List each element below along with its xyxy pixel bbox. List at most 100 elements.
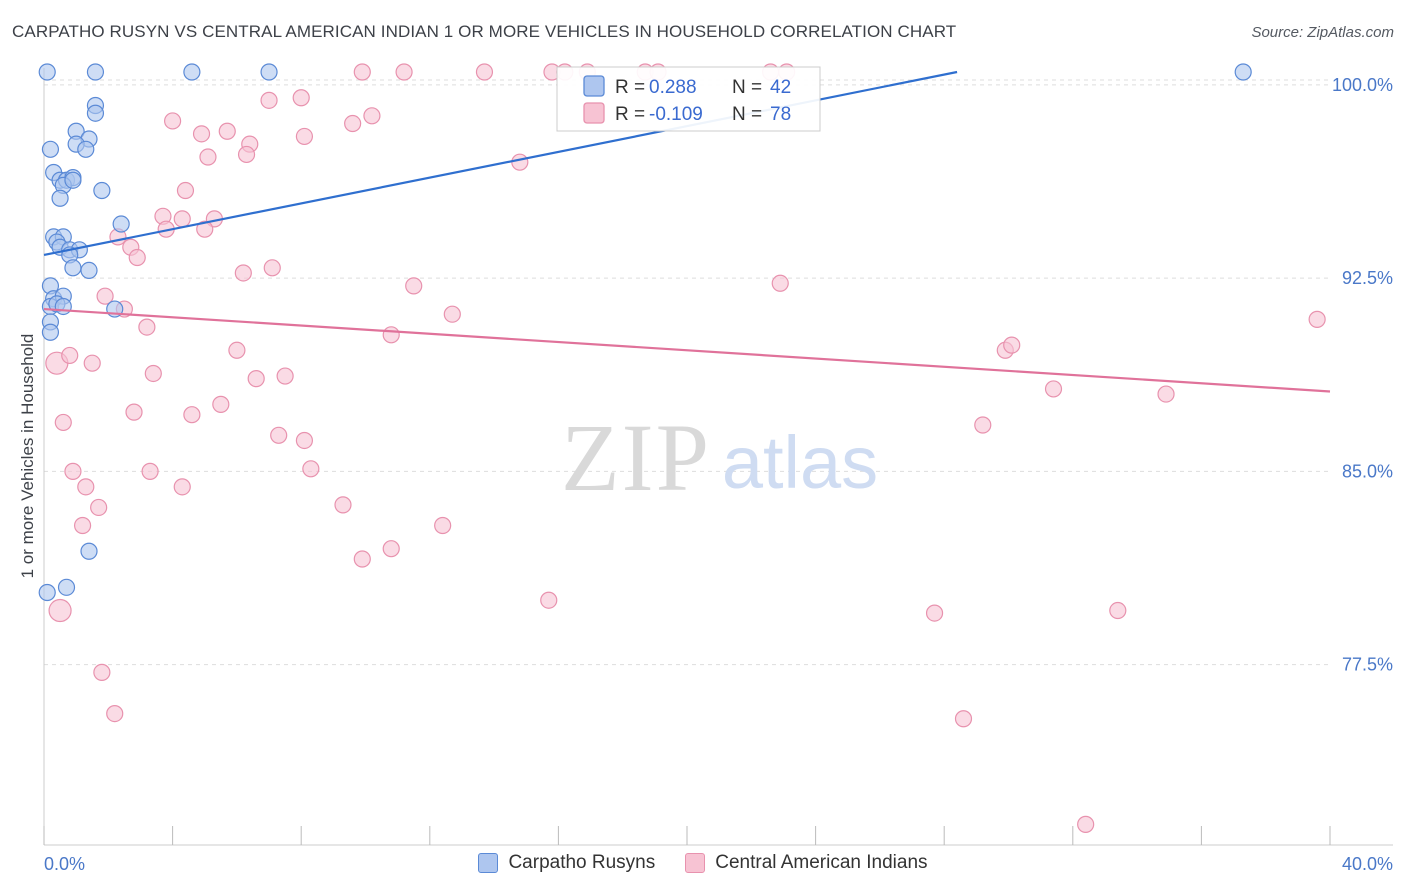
- legend-swatch: [583, 102, 605, 124]
- legend-item-central-american-indians[interactable]: Central American Indians: [685, 852, 928, 874]
- point-central-american-indians: [106, 704, 124, 723]
- point-central-american-indians: [260, 91, 278, 109]
- point-central-american-indians: [138, 318, 156, 336]
- point-central-american-indians: [382, 540, 400, 558]
- point-central-american-indians: [64, 462, 82, 480]
- point-central-american-indians: [1157, 385, 1175, 403]
- point-central-american-indians: [443, 305, 461, 323]
- point-central-american-indians: [771, 274, 789, 292]
- trend-line-central-american-indians: [43, 307, 1331, 393]
- point-carpatho-rusyns: [77, 140, 95, 158]
- point-central-american-indians: [295, 431, 314, 450]
- axis-labels: 100.0% 92.5% 85.0% 77.5% 0.0% 40.0% 1 or more …: [18, 75, 1393, 874]
- point-central-american-indians: [128, 248, 146, 267]
- point-central-american-indians: [334, 496, 352, 514]
- point-carpatho-rusyns: [64, 259, 82, 277]
- bottom-legend: Carpatho Rusyns Central American Indians: [0, 852, 1406, 874]
- point-central-american-indians: [212, 395, 230, 413]
- legend-swatch: [583, 75, 605, 97]
- point-central-american-indians: [234, 264, 252, 282]
- watermark-zip: ZIP: [561, 404, 711, 511]
- point-central-american-indians: [199, 148, 217, 166]
- legend-swatch-pink: [685, 853, 706, 873]
- point-carpatho-rusyns: [51, 189, 69, 207]
- point-carpatho-rusyns: [54, 297, 72, 316]
- point-central-american-indians: [292, 89, 310, 107]
- point-central-american-indians: [434, 516, 452, 535]
- point-central-american-indians: [276, 367, 294, 385]
- point-carpatho-rusyns: [183, 63, 201, 81]
- point-central-american-indians: [1044, 380, 1063, 398]
- point-central-american-indians: [73, 516, 92, 535]
- point-central-american-indians: [395, 63, 413, 81]
- point-central-american-indians: [125, 403, 143, 421]
- legend-n-label: N =: [732, 77, 762, 98]
- legend-n-value: 78: [770, 104, 791, 125]
- point-carpatho-rusyns: [80, 261, 98, 280]
- point-central-american-indians: [1109, 601, 1127, 620]
- y-axis-label: 1 or more Vehicles in Household: [18, 334, 37, 579]
- point-central-american-indians: [1003, 336, 1021, 354]
- point-central-american-indians: [218, 122, 236, 140]
- point-central-american-indians: [511, 153, 529, 171]
- point-central-american-indians: [93, 663, 111, 681]
- source-label: Source: ZipAtlas.com: [1251, 24, 1394, 41]
- point-carpatho-rusyns: [41, 323, 60, 341]
- axes: [43, 68, 1393, 846]
- point-carpatho-rusyns: [38, 63, 56, 81]
- point-central-american-indians: [363, 107, 381, 125]
- point-central-american-indians: [475, 63, 494, 81]
- point-central-american-indians: [141, 462, 159, 480]
- point-central-american-indians: [77, 478, 95, 496]
- point-central-american-indians: [263, 259, 281, 277]
- point-central-american-indians: [176, 181, 195, 200]
- point-central-american-indians: [173, 478, 191, 496]
- point-central-american-indians: [54, 413, 72, 432]
- point-central-american-indians: [48, 598, 72, 623]
- point-carpatho-rusyns: [86, 63, 105, 81]
- point-carpatho-rusyns: [93, 181, 111, 200]
- legend-item-carpatho-rusyns[interactable]: Carpatho Rusyns: [478, 852, 655, 874]
- point-central-american-indians: [405, 277, 423, 295]
- y-tick-label: 92.5%: [1342, 268, 1393, 288]
- legend-label-central-american-indians: Central American Indians: [715, 852, 928, 873]
- legend-r-label: R =: [615, 104, 645, 125]
- point-central-american-indians: [954, 710, 973, 728]
- point-central-american-indians: [183, 406, 201, 424]
- y-tick-label: 85.0%: [1342, 461, 1393, 481]
- data-points: [38, 63, 1326, 833]
- point-central-american-indians: [925, 604, 944, 622]
- gridlines: [44, 79, 1330, 666]
- point-carpatho-rusyns: [38, 583, 56, 602]
- legend-r-value: 0.288: [649, 77, 697, 98]
- point-central-american-indians: [382, 326, 400, 344]
- point-central-american-indians: [295, 127, 314, 146]
- point-carpatho-rusyns: [86, 104, 105, 122]
- point-central-american-indians: [164, 112, 182, 130]
- y-tick-label: 77.5%: [1342, 655, 1393, 675]
- point-central-american-indians: [228, 341, 246, 359]
- legend-n-label: N =: [732, 104, 762, 125]
- point-carpatho-rusyns: [260, 63, 278, 81]
- watermark: ZIP atlas: [561, 404, 878, 511]
- x-tick-label-max: 40.0%: [1342, 854, 1393, 874]
- legend-r-value: -0.109: [649, 104, 703, 125]
- point-central-american-indians: [353, 550, 371, 568]
- point-carpatho-rusyns: [64, 171, 82, 189]
- point-carpatho-rusyns: [80, 542, 98, 560]
- watermark-atlas: atlas: [722, 421, 878, 504]
- point-central-american-indians: [247, 370, 265, 388]
- point-central-american-indians: [192, 125, 211, 143]
- legend-r-label: R =: [615, 77, 645, 98]
- legend-box: R = 0.288 N = 42 R = -0.109 N = 78: [556, 66, 821, 132]
- point-central-american-indians: [196, 220, 214, 238]
- point-central-american-indians: [144, 364, 162, 383]
- point-central-american-indians: [344, 114, 362, 133]
- point-central-american-indians: [974, 416, 992, 434]
- point-central-american-indians: [173, 210, 191, 228]
- point-central-american-indians: [237, 145, 256, 164]
- legend-n-value: 42: [770, 77, 791, 98]
- x-tick-label-min: 0.0%: [44, 854, 85, 874]
- point-central-american-indians: [61, 346, 79, 365]
